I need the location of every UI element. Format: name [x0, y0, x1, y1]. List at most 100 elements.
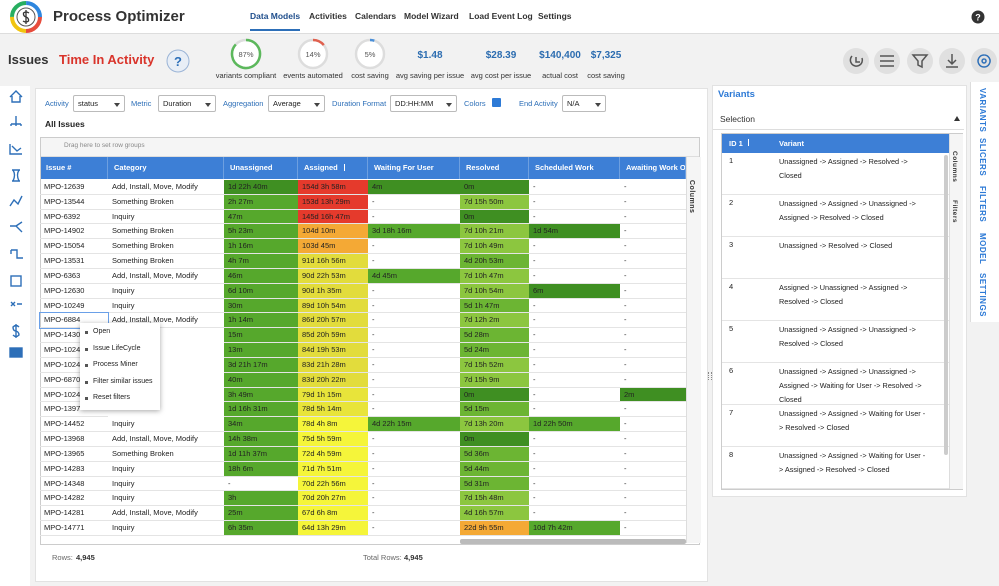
- side-tab[interactable]: MODEL: [978, 233, 987, 265]
- table-cell[interactable]: MPO-12639: [40, 180, 108, 195]
- kpi-label: actual cost: [542, 71, 578, 80]
- variant-id[interactable]: 5: [729, 324, 734, 333]
- header-row: [41, 157, 686, 179]
- select[interactable]: Duration: [158, 95, 216, 112]
- table-cell[interactable]: MPO-13531: [40, 254, 108, 269]
- variant-id[interactable]: 6: [729, 366, 734, 375]
- columns-tab-label[interactable]: Columns: [688, 180, 695, 214]
- control-label: Aggregation: [223, 99, 264, 108]
- variant-id[interactable]: 3: [729, 240, 734, 249]
- table-cell[interactable]: MPO-1024: [40, 388, 108, 403]
- side-tab[interactable]: SETTINGS: [978, 273, 987, 318]
- menu-item[interactable]: Process Miner: [93, 361, 138, 369]
- selection-bar: [713, 107, 964, 130]
- variants-col-name[interactable]: Variant: [779, 139, 805, 148]
- table-cell[interactable]: MPO-1397: [40, 402, 108, 418]
- context-menu: Open Issue LifeCycle Process Miner Filter s…: [80, 323, 160, 410]
- nav-item[interactable]: Data Models: [250, 11, 301, 31]
- table-cell: 90d 1h 35m: [298, 283, 368, 299]
- table-cell[interactable]: MPO-14281: [40, 506, 108, 522]
- nav-item[interactable]: Calendars: [355, 11, 397, 21]
- nav-item[interactable]: Activities: [309, 11, 347, 21]
- column-header[interactable]: Category: [108, 157, 224, 179]
- table-cell[interactable]: MPO-14902: [40, 224, 108, 240]
- column-header[interactable]: Assigned: [298, 157, 368, 179]
- variant-id[interactable]: 2: [729, 198, 734, 207]
- menu-item[interactable]: Issue LifeCycle: [93, 344, 141, 352]
- table-cell[interactable]: MPO-14348: [40, 477, 108, 492]
- column-header[interactable]: Unassigned: [224, 157, 298, 179]
- table-cell[interactable]: MPO-6363: [40, 269, 108, 284]
- variants-side-tab[interactable]: Columns: [951, 151, 958, 183]
- page-title: Issues: [8, 52, 49, 67]
- sidebar-icons[interactable]: [8, 88, 24, 368]
- table-cell[interactable]: MPO-6870: [40, 373, 108, 388]
- table-cell: -: [368, 358, 460, 373]
- table-cell: -: [620, 462, 686, 477]
- menu-item[interactable]: Filter similar issues: [93, 377, 153, 385]
- table-cell: 1d 54m: [529, 224, 620, 240]
- menu-item[interactable]: Open: [93, 328, 111, 335]
- table-cell: 3d 18h 16m: [368, 224, 460, 240]
- variants-col-id[interactable]: ID 1: [729, 139, 743, 148]
- table-cell[interactable]: MPO-1024: [40, 358, 108, 373]
- nav-item[interactable]: Settings: [538, 11, 572, 21]
- table-cell[interactable]: MPO-13968: [40, 432, 108, 447]
- kpi-label: avg cost per issue: [470, 71, 532, 80]
- kpi-value: $28.39: [485, 50, 517, 61]
- variant-id[interactable]: 4: [729, 282, 734, 291]
- table-cell[interactable]: MPO-14452: [40, 417, 108, 433]
- side-tab[interactable]: FILTERS: [978, 186, 987, 223]
- column-header[interactable]: Issue #: [40, 157, 108, 179]
- table-cell[interactable]: MPO-14771: [40, 521, 108, 536]
- table-cell: -: [529, 313, 620, 329]
- menu-item[interactable]: Reset filters: [93, 394, 130, 402]
- table-cell: 1d 22h 40m: [224, 180, 298, 195]
- variant-id[interactable]: 8: [729, 450, 734, 459]
- column-header[interactable]: Awaiting Work Ord: [620, 157, 686, 179]
- table-cell[interactable]: MPO-12630: [40, 284, 108, 299]
- table-cell[interactable]: MPO-1024: [40, 343, 108, 358]
- column-header[interactable]: Scheduled Work: [529, 157, 620, 179]
- nav-item[interactable]: Load Event Log: [469, 11, 533, 21]
- nav-item[interactable]: Model Wizard: [404, 11, 459, 21]
- select[interactable]: status: [73, 95, 125, 112]
- select[interactable]: DD:HH:MM: [390, 95, 457, 112]
- table-cell[interactable]: MPO-6884: [39, 312, 109, 330]
- help-icon[interactable]: ?: [970, 9, 986, 25]
- variants-grid: [721, 133, 963, 490]
- variant-id[interactable]: 1: [729, 156, 734, 165]
- table-cell: -: [620, 402, 686, 418]
- side-tab[interactable]: SLICERS: [978, 138, 987, 177]
- table-cell[interactable]: MPO-6392: [40, 210, 108, 225]
- table-cell[interactable]: MPO-13965: [40, 447, 108, 462]
- table-cell[interactable]: MPO-15054: [40, 239, 108, 255]
- checkbox[interactable]: [492, 98, 501, 107]
- table-cell: -: [620, 506, 686, 522]
- table-cell[interactable]: MPO-14282: [40, 491, 108, 507]
- table-cell[interactable]: MPO-1430: [40, 328, 108, 344]
- column-header[interactable]: Waiting For User: [368, 157, 460, 179]
- select[interactable]: N/A: [562, 95, 606, 112]
- select-caret: [314, 103, 320, 107]
- table-cell[interactable]: MPO-14283: [40, 462, 108, 477]
- table-cell: Inquiry: [108, 462, 224, 477]
- table-cell: 154d 3h 58m: [298, 180, 368, 195]
- side-tab[interactable]: VARIANTS: [978, 88, 987, 133]
- select[interactable]: Average: [268, 95, 325, 112]
- select-value: Duration: [163, 99, 192, 108]
- table-cell: 83d 21h 28m: [298, 357, 368, 373]
- table-cell: -: [620, 343, 686, 358]
- footer-rows: 4,945: [76, 553, 95, 562]
- table-cell: 7d 10h 47m: [460, 268, 529, 284]
- variant-row: [722, 363, 949, 405]
- variant-id[interactable]: 7: [729, 408, 734, 417]
- table-cell: Add, Install, Move, Modify: [108, 269, 224, 284]
- table-cell[interactable]: MPO-10249: [40, 299, 108, 314]
- variants-side-tab[interactable]: Filters: [951, 200, 958, 224]
- selection-label[interactable]: Selection: [720, 114, 755, 124]
- table-cell[interactable]: MPO-13544: [40, 195, 108, 210]
- table-cell: -: [368, 195, 460, 210]
- column-header[interactable]: Resolved: [460, 157, 529, 179]
- menu-icon: [85, 364, 88, 368]
